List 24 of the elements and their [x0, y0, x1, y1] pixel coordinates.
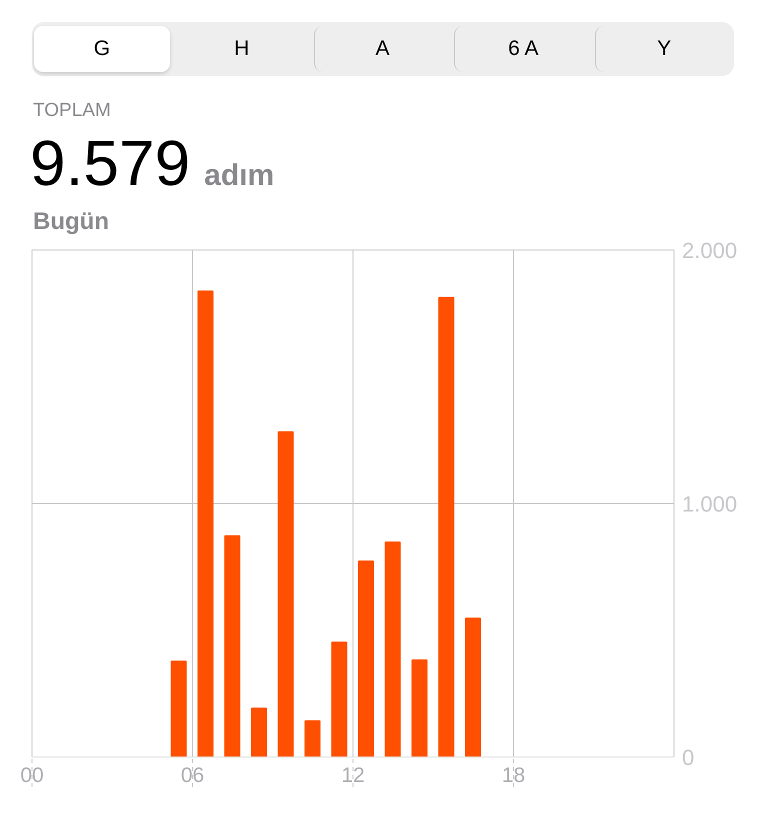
x-tick-label: 18	[502, 764, 526, 787]
y-tick-label: 0	[682, 744, 694, 770]
x-tick-label: 06	[180, 764, 204, 787]
y-tick-label: 2.000	[682, 238, 738, 263]
chart-title: 9.579	[30, 126, 190, 200]
bar	[358, 560, 374, 757]
bar	[412, 659, 428, 757]
bar	[224, 535, 240, 757]
segmented-control: G H A 6 A Y	[32, 22, 734, 76]
bar	[251, 708, 267, 757]
bar	[278, 431, 294, 757]
x-tick-label: 00	[20, 764, 44, 787]
text: Bugün	[33, 208, 109, 236]
bar	[465, 618, 481, 757]
x-tick-label: 12	[341, 764, 365, 787]
bar	[331, 642, 348, 757]
bar	[304, 720, 320, 757]
bar	[384, 542, 401, 757]
y-tick-label: 1.000	[682, 491, 738, 516]
bar	[198, 290, 214, 757]
chart-subtitle: adım	[204, 159, 274, 193]
bar	[170, 660, 187, 757]
text: TOPLAM	[33, 100, 111, 122]
bar	[438, 296, 454, 757]
